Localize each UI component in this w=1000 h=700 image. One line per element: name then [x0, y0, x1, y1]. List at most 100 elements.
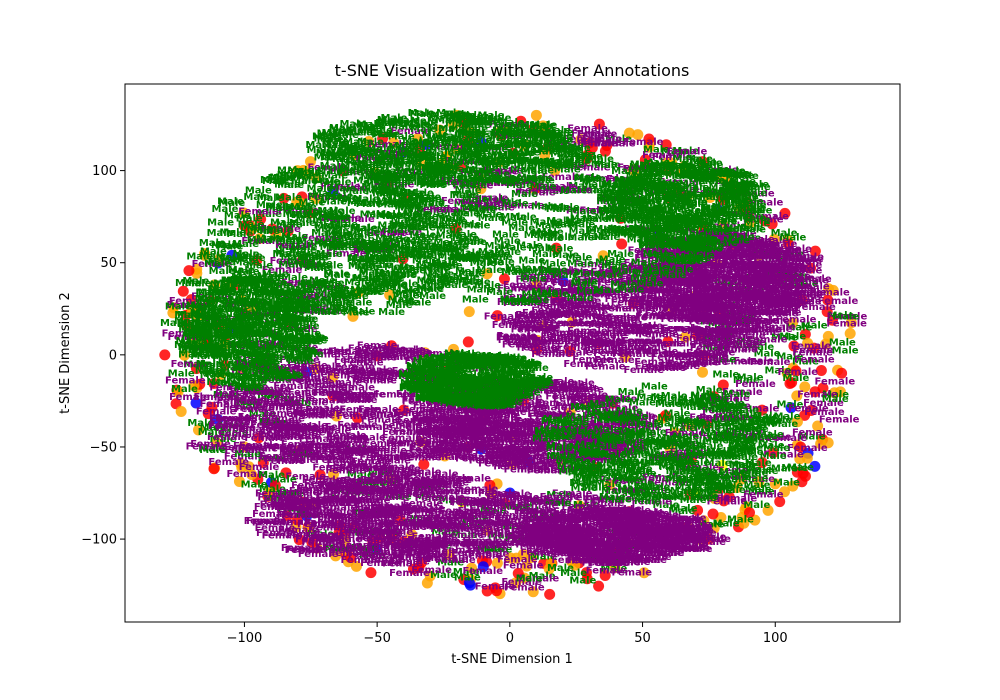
annotation-label: Female: [496, 178, 537, 189]
scatter-point: [247, 222, 259, 234]
scatter-point: [781, 367, 793, 379]
scatter-point: [172, 386, 184, 398]
annotation-label: Male: [730, 445, 757, 456]
scatter-point: [531, 343, 543, 355]
annotation-label: Female: [515, 187, 556, 198]
scatter-point: [181, 319, 193, 331]
annotation-label: Male: [552, 250, 579, 261]
annotation-label: Male: [381, 210, 408, 221]
annotation-label: Male: [719, 414, 746, 425]
annotation-label: Female: [653, 452, 694, 463]
annotation-label: Male: [484, 202, 511, 213]
annotation-label: Male: [241, 480, 268, 491]
annotation-label: Female: [547, 139, 588, 150]
annotation-label: Female: [332, 545, 373, 556]
annotation-label: Male: [645, 530, 672, 541]
annotation-label: Female: [256, 528, 297, 539]
annotation-label: Female: [205, 314, 246, 325]
annotation-label: Female: [277, 324, 318, 335]
scatter-point: [603, 553, 615, 565]
annotation-label: Female: [656, 185, 697, 196]
annotation-label: Male: [746, 273, 773, 284]
annotation-label: Male: [539, 144, 566, 155]
annotation-label: Male: [577, 186, 604, 197]
annotation-label: Male: [258, 470, 285, 481]
annotation-label: Male: [359, 478, 386, 489]
annotation-label: Female: [406, 477, 447, 488]
annotation-label: Female: [743, 197, 784, 208]
scatter-point: [202, 335, 214, 347]
scatter-point: [507, 458, 519, 470]
annotation-label: Male: [709, 354, 736, 365]
annotation-label: Female: [353, 244, 394, 255]
annotation-label: Male: [316, 249, 343, 260]
annotation-label: Male: [320, 306, 347, 317]
scatter-point: [296, 254, 308, 266]
annotation-label: Female: [228, 340, 269, 351]
annotation-label: Female: [503, 538, 544, 549]
annotation-label: Female: [776, 314, 817, 325]
scatter-point: [678, 160, 690, 172]
annotation-label: Female: [489, 120, 530, 131]
annotation-label: Male: [519, 506, 546, 517]
annotation-label: Female: [279, 260, 320, 271]
scatter-point: [310, 193, 322, 205]
annotation-label: Female: [631, 496, 672, 507]
annotation-label: Female: [463, 501, 504, 512]
annotation-label: Female: [639, 524, 680, 535]
annotation-label: Male: [301, 260, 328, 271]
annotation-label: Male: [734, 233, 761, 244]
annotation-label: Female: [416, 173, 457, 184]
annotation-label: Male: [462, 146, 489, 157]
annotation-label: Male: [553, 203, 580, 214]
scatter-point: [424, 570, 436, 582]
annotation-label: Female: [690, 298, 731, 309]
scatter-point: [614, 212, 626, 224]
scatter-point: [491, 557, 503, 569]
annotation-label: Male: [366, 143, 393, 154]
scatter-point: [208, 463, 220, 475]
scatter-point: [238, 441, 250, 453]
scatter-point: [401, 192, 413, 204]
scatter-point: [723, 491, 735, 503]
annotation-label: Male: [476, 210, 503, 221]
scatter-point: [545, 557, 557, 569]
scatter-point: [698, 515, 710, 527]
scatter-point: [713, 170, 725, 182]
annotation-label: Female: [285, 471, 326, 482]
annotation-label: Male: [546, 161, 573, 172]
annotation-label: Male: [695, 313, 722, 324]
annotation-label: Female: [680, 422, 721, 433]
scatter-point: [778, 486, 790, 498]
annotation-label: Male: [511, 174, 538, 185]
annotation-label: Female: [689, 412, 730, 423]
annotation-label: Male: [773, 412, 800, 423]
scatter-point: [564, 345, 576, 357]
annotation-label: Female: [692, 284, 733, 295]
annotation-label: Male: [418, 482, 445, 493]
annotation-label: Female: [237, 353, 278, 364]
annotation-label: Female: [700, 413, 741, 424]
scatter-point: [482, 524, 494, 536]
scatter-point: [826, 314, 838, 326]
scatter-point: [699, 302, 711, 314]
scatter-point: [454, 160, 466, 172]
scatter-point: [801, 452, 813, 464]
scatter-point: [337, 165, 349, 177]
annotation-label: Female: [622, 164, 663, 175]
annotation-label: Male: [681, 464, 708, 475]
annotation-label: Male: [531, 289, 558, 300]
annotation-label: Female: [280, 373, 321, 384]
scatter-point: [607, 397, 619, 409]
scatter-point: [521, 560, 533, 572]
scatter-point: [650, 524, 662, 536]
scatter-point: [310, 363, 322, 375]
annotation-label: Male: [771, 332, 798, 343]
scatter-point: [388, 137, 400, 149]
scatter-point: [710, 258, 722, 270]
scatter-point: [377, 133, 389, 145]
annotation-label: Female: [169, 392, 210, 403]
scatter-point: [597, 250, 609, 262]
annotation-label: Female: [302, 233, 343, 244]
annotation-label: Female: [571, 129, 612, 140]
